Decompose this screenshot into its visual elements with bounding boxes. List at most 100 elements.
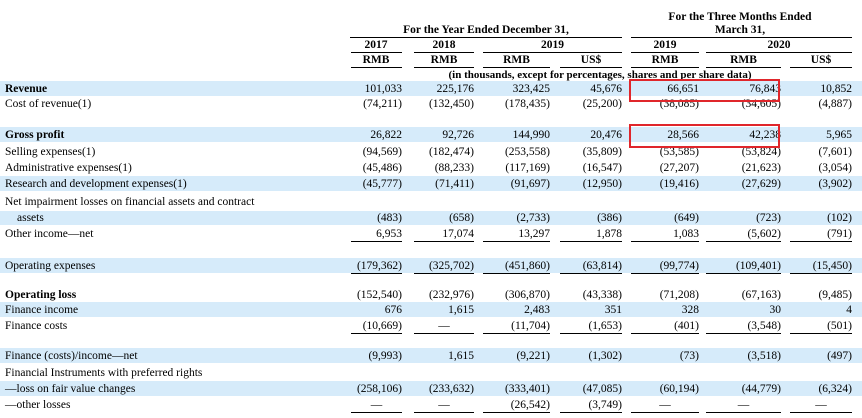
year-group-rule <box>350 37 622 38</box>
year-group-header: For the Year Ended December 31, <box>403 24 569 36</box>
col-header-2017: 2017 <box>364 39 388 51</box>
total-rule <box>631 241 699 242</box>
table-cell: 328 <box>681 304 699 316</box>
table-cell: (791) <box>827 228 852 240</box>
total-rule <box>414 412 474 413</box>
col-rule <box>631 52 699 53</box>
total-rule <box>706 273 781 274</box>
table-cell: (45,777) <box>362 178 402 190</box>
col-rule <box>351 52 402 53</box>
table-cell: (73) <box>679 350 699 362</box>
row-label-selling-expenses: Selling expenses(1) <box>5 146 96 158</box>
total-rule <box>706 412 781 413</box>
row-band <box>0 211 862 225</box>
table-cell: (649) <box>674 212 699 224</box>
table-cell: (483) <box>377 212 402 224</box>
table-cell: 676 <box>384 304 402 316</box>
table-cell: (71,411) <box>435 178 474 190</box>
three-months-header-line2: March 31, <box>714 24 766 36</box>
table-cell: (19,416) <box>659 178 699 190</box>
table-cell: (182,474) <box>428 146 474 158</box>
table-cell: 13,297 <box>518 228 550 240</box>
table-cell: (27,207) <box>659 162 699 174</box>
total-rule <box>560 273 622 274</box>
total-rule <box>560 333 622 334</box>
table-cell: (333,401) <box>504 383 550 395</box>
row-band <box>0 127 862 142</box>
total-rule <box>351 333 402 334</box>
total-rule <box>631 333 699 334</box>
cur-header-usd: US$ <box>580 54 602 66</box>
table-cell: (451,860) <box>504 260 550 272</box>
total-rule <box>631 273 699 274</box>
table-cell: 1,083 <box>673 228 699 240</box>
table-cell: 5,965 <box>826 129 852 141</box>
table-cell: (3,054) <box>818 162 852 174</box>
table-cell: (501) <box>827 320 852 332</box>
table-cell: (43,338) <box>582 289 622 301</box>
total-rule <box>790 273 852 274</box>
three-months-header-line1: For the Three Months Ended <box>668 11 812 23</box>
row-label-finance-costs: Finance costs <box>5 320 68 332</box>
table-cell: 1,878 <box>596 228 622 240</box>
table-cell: 225,176 <box>436 83 474 95</box>
table-cell: (325,702) <box>428 260 474 272</box>
table-cell: 17,074 <box>442 228 474 240</box>
row-band <box>0 176 862 191</box>
total-rule <box>483 273 550 274</box>
col-header-2018: 2018 <box>432 39 456 51</box>
col-rule <box>631 67 699 68</box>
table-cell: (1,653) <box>588 320 622 332</box>
row-label-financial-instruments: Financial Instruments with preferred rig… <box>5 367 203 379</box>
table-cell: (12,950) <box>582 178 622 190</box>
table-cell: (21,623) <box>741 162 781 174</box>
table-cell: (306,870) <box>504 289 550 301</box>
col-rule <box>414 52 474 53</box>
table-cell: (179,362) <box>356 260 402 272</box>
table-cell: (74,211) <box>363 98 402 110</box>
col-rule <box>560 67 622 68</box>
table-cell: (152,540) <box>356 289 402 301</box>
row-label-finance-net: Finance (costs)/income—net <box>5 350 138 362</box>
row-label-operating-expenses: Operating expenses <box>5 260 96 272</box>
total-rule <box>483 412 550 413</box>
table-cell: — <box>438 320 450 332</box>
col-rule <box>790 67 852 68</box>
row-label-other-losses: —other losses <box>5 399 71 411</box>
table-cell: (132,450) <box>428 98 474 110</box>
table-cell: 30 <box>769 304 782 316</box>
table-cell: (2,733) <box>516 212 550 224</box>
total-rule <box>414 333 474 334</box>
table-cell: (233,632) <box>428 383 474 395</box>
col-rule <box>351 67 402 68</box>
table-cell: (26,542) <box>510 399 550 411</box>
table-cell: (53,824) <box>741 146 781 158</box>
highlight-box-revenue <box>629 79 780 102</box>
cur-header-rmb: RMB <box>362 54 390 66</box>
cur-header-rmb: RMB <box>651 54 679 66</box>
total-rule <box>351 273 402 274</box>
col-rule <box>483 52 622 53</box>
table-cell: (109,401) <box>735 260 781 272</box>
table-cell: (11,704) <box>511 320 550 332</box>
table-cell: 28,566 <box>667 129 699 141</box>
table-cell: (71,208) <box>659 289 699 301</box>
total-rule <box>790 333 852 334</box>
table-cell: 10,852 <box>820 83 852 95</box>
table-cell: 20,476 <box>590 129 622 141</box>
table-cell: (3,518) <box>747 350 781 362</box>
table-cell: (401) <box>674 320 699 332</box>
row-band <box>0 348 862 363</box>
row-label-administrative-expenses: Administrative expenses(1) <box>5 162 132 174</box>
table-cell: 45,676 <box>590 83 622 95</box>
table-cell: (178,435) <box>504 98 550 110</box>
total-rule <box>790 412 852 413</box>
table-cell: (497) <box>827 350 852 362</box>
row-label-revenue: Revenue <box>5 83 48 95</box>
total-rule <box>483 333 550 334</box>
row-band <box>0 302 862 317</box>
total-rule <box>351 241 402 242</box>
table-cell: (16,547) <box>582 162 622 174</box>
table-cell: (723) <box>756 212 781 224</box>
table-cell: — <box>370 399 383 411</box>
